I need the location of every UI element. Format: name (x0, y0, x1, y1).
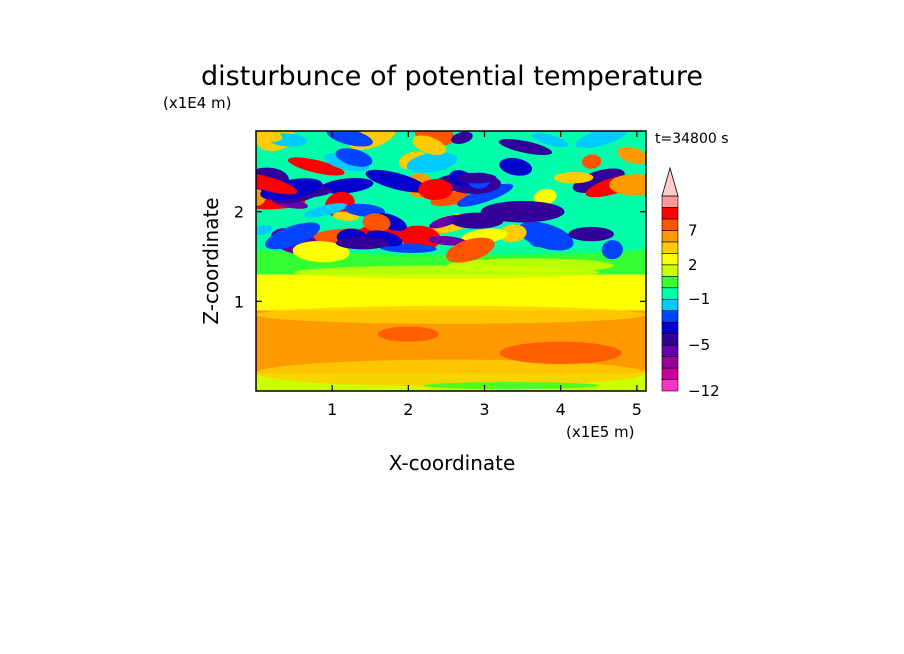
colorbar-box-4 (661, 333, 679, 346)
wave-cell-29 (256, 131, 283, 143)
wave-cell-13 (365, 169, 428, 193)
x-scale-label: (x1E5 m) (566, 423, 635, 441)
trough-3 (568, 226, 615, 242)
wave-cell-11 (581, 154, 602, 169)
heatmap-field (256, 131, 646, 391)
x-tick-label-5: 5 (632, 400, 642, 419)
colorbar-box-3 (661, 344, 679, 357)
colorbar: −12−5−127 (661, 166, 720, 400)
y-tick-label-2: 2 (234, 203, 244, 222)
field-patch-1 (256, 305, 646, 324)
colorbar-box-1 (661, 367, 679, 380)
colorbar-box-14 (661, 218, 679, 231)
wave-cell-36 (575, 131, 629, 149)
time-label: t=34800 s (655, 131, 729, 147)
wave-cell-65 (265, 222, 321, 250)
colorbar-box-7 (661, 298, 679, 312)
x-tick-label-3: 3 (479, 400, 489, 419)
wave-cell-26 (609, 174, 646, 196)
wave-cell-1 (572, 168, 625, 193)
y-axis-label: Z-coordinate (199, 197, 223, 324)
colorbar-box-6 (661, 310, 679, 323)
wave-cell-69 (499, 157, 533, 176)
colorbar-box-2 (661, 356, 679, 369)
wave-cell-46 (428, 235, 468, 246)
colorbar-box-11 (661, 253, 679, 266)
wave-cell-49 (601, 240, 623, 260)
plot-frame (255, 130, 647, 392)
wave-cell-42 (531, 132, 569, 148)
wave-cell-66 (256, 224, 273, 235)
colorbar-box-8 (661, 287, 679, 300)
wave-cell-60 (617, 146, 646, 164)
field-patch-0 (256, 359, 646, 387)
wave-cell-54 (418, 179, 453, 200)
colorbar-box-9 (661, 275, 679, 289)
trough-0 (480, 200, 565, 223)
wave-cell-59 (446, 237, 495, 263)
colorbar-box-13 (661, 230, 679, 243)
colorbar-arrow (661, 166, 679, 197)
wave-cell-55 (335, 148, 373, 167)
wave-cell-31 (304, 203, 348, 218)
colorbar-box-15 (661, 207, 679, 220)
colorbar-box-16 (661, 195, 679, 208)
wave-cell-14 (457, 183, 514, 207)
wave-cell-20 (406, 152, 458, 173)
wave-cell-27 (412, 135, 446, 155)
colorbar-label-4: 7 (688, 221, 698, 239)
wave-cell-33 (533, 188, 557, 205)
wave-cell-57 (529, 231, 551, 248)
trough-1 (450, 212, 504, 229)
colorbar-box-5 (661, 321, 679, 334)
colorbar-box-10 (661, 264, 679, 277)
trough-2 (335, 236, 390, 250)
wave-cell-15 (287, 157, 345, 176)
colorbar-box-0 (661, 379, 679, 392)
wave-cell-52 (451, 131, 473, 144)
x-axis: 1 2 3 4 5 (327, 131, 642, 419)
y-tick-label-1: 1 (234, 292, 244, 311)
colorbar-label-0: −12 (688, 382, 720, 400)
wave-cell-67 (456, 172, 497, 184)
colorbar-box-12 (661, 241, 679, 254)
colorbar-label-3: 2 (688, 256, 698, 274)
chart-title: disturbunce of potential temperature (201, 61, 703, 92)
wave-cell-64 (326, 131, 373, 147)
field-patch-4 (256, 281, 646, 297)
wave-cell-44 (553, 171, 594, 184)
x-tick-label-2: 2 (403, 400, 413, 419)
colorbar-label-1: −5 (688, 336, 710, 354)
y-axis: 12 (234, 203, 646, 311)
x-tick-label-4: 4 (556, 400, 566, 419)
wave-cell-5 (320, 178, 374, 194)
field-patch-6 (446, 258, 615, 273)
wave-cell-61 (498, 139, 553, 156)
wave-cell-68 (256, 173, 298, 195)
wave-cell-45 (362, 213, 391, 232)
y-scale-label: (x1E4 m) (163, 94, 232, 112)
x-axis-label: X-coordinate (389, 451, 516, 475)
field-patch-8 (423, 382, 599, 390)
x-tick-label-1: 1 (327, 400, 337, 419)
colorbar-label-2: −1 (688, 290, 710, 308)
wave-cell-48 (292, 241, 350, 263)
wave-cell-28 (499, 224, 527, 243)
field-patch-2 (377, 326, 439, 342)
field-patch-3 (499, 341, 622, 365)
wave-cell-23 (399, 225, 441, 250)
